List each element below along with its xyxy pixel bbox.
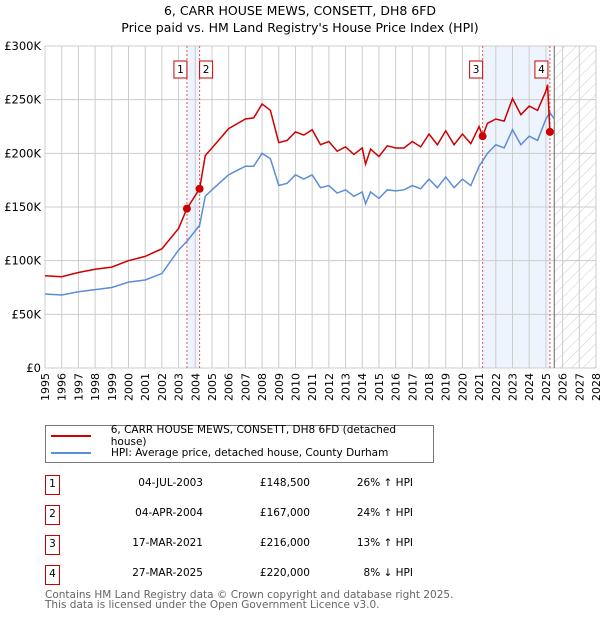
sale-point-2 <box>195 184 204 193</box>
y-tick-label: £200K <box>4 146 41 160</box>
y-tick-label: £100K <box>4 254 41 268</box>
y-tick-label: £300K <box>4 39 41 53</box>
sale-marker-label-4: 4 <box>538 64 545 76</box>
x-tick-label: 2003 <box>173 373 186 401</box>
x-tick-label: 2021 <box>473 373 486 401</box>
sale-row: 3 17-MAR-2021 £216,000 13% ↑ HPI <box>45 535 445 555</box>
x-tick-label: 2004 <box>189 373 202 401</box>
sale-point-3 <box>478 132 487 141</box>
footer: Contains HM Land Registry data © Crown c… <box>45 589 454 611</box>
x-tick-label: 1995 <box>39 373 52 401</box>
footer-line-1: Contains HM Land Registry data © Crown c… <box>45 589 454 601</box>
price-chart: 1 2 3 4 1995 1996 1997 1998 1999 2000 2001 2002 2003… <box>4 39 600 401</box>
chart-subtitle: Price paid vs. HM Land Registry's House … <box>121 20 479 35</box>
sale-marker-box-2 <box>199 60 214 79</box>
sale-date: 17-MAR-2021 <box>132 537 203 549</box>
sale-row: 4 27-MAR-2025 £220,000 8% ↓ HPI <box>45 565 445 585</box>
sale-marker-box-4 <box>534 60 549 79</box>
legend-label-price: 6, CARR HOUSE MEWS, CONSETT, DH8 6FD (de… <box>110 424 396 448</box>
x-tick-label: 2009 <box>273 373 286 401</box>
sale-marker-box-3 <box>469 60 484 79</box>
sale-date: 04-APR-2004 <box>135 507 203 519</box>
x-tick-label: 1999 <box>106 373 119 401</box>
sale-price: £220,000 <box>259 567 310 579</box>
x-tick-label: 2019 <box>440 373 453 401</box>
chart-title: 6, CARR HOUSE MEWS, CONSETT, DH8 6FD <box>163 3 437 18</box>
sale-row: 2 04-APR-2004 £167,000 24% ↑ HPI <box>45 505 445 525</box>
sale-number: 3 <box>45 535 60 555</box>
sale-number: 1 <box>45 475 60 495</box>
x-tick-label: 2000 <box>122 373 135 401</box>
sale-row: 1 04-JUL-2003 £148,500 26% ↑ HPI <box>45 475 445 495</box>
x-tick-label: 2007 <box>239 373 252 401</box>
x-tick-label: 2020 <box>456 373 469 401</box>
x-tick-label: 2013 <box>340 373 353 401</box>
legend-label-hpi: HPI: Average price, detached house, Coun… <box>111 447 389 459</box>
x-tick-label: 2026 <box>557 373 570 401</box>
hpi-line <box>44 111 555 296</box>
sale-date: 27-MAR-2025 <box>132 567 203 579</box>
legend-swatch-price <box>51 435 91 437</box>
y-tick-label: £250K <box>4 93 41 107</box>
x-tick-label: 2025 <box>540 373 553 401</box>
x-tick-label: 2016 <box>390 373 403 401</box>
sale-price: £167,000 <box>259 507 310 519</box>
x-tick-label: 2014 <box>356 373 369 401</box>
sale-number: 4 <box>45 565 60 585</box>
price-line <box>44 84 551 278</box>
sale-price: £216,000 <box>259 537 310 549</box>
sale-hpi-diff: 24% ↑ HPI <box>356 507 413 519</box>
x-tick-label: 2024 <box>523 373 536 401</box>
sale-hpi-diff: 13% ↑ HPI <box>356 537 413 549</box>
sale-point-4 <box>545 127 554 136</box>
y-tick-label: £50K <box>12 307 42 321</box>
legend: 6, CARR HOUSE MEWS, CONSETT, DH8 6FD (de… <box>45 424 434 463</box>
x-tick-label: 2002 <box>156 373 169 401</box>
x-tick-label: 2001 <box>139 373 152 401</box>
x-tick-label: 2012 <box>323 373 336 401</box>
x-tick-label: 2027 <box>573 373 586 401</box>
y-tick-label: £0 <box>26 361 41 375</box>
sale-hpi-diff: 26% ↑ HPI <box>356 477 413 489</box>
y-tick-label: £150K <box>4 200 41 214</box>
x-tick-label: 1997 <box>72 373 85 401</box>
sale-marker-label-3: 3 <box>473 64 480 76</box>
x-tick-label: 2028 <box>590 373 600 401</box>
x-tick-label: 1998 <box>89 373 102 401</box>
legend-swatch-hpi <box>51 452 91 454</box>
sale-hpi-diff: 8% ↓ HPI <box>363 567 413 579</box>
x-tick-label: 2022 <box>490 373 503 401</box>
x-tick-label: 2023 <box>507 373 520 401</box>
sale-marker-box-1 <box>173 60 188 79</box>
sale-date: 04-JUL-2003 <box>138 477 203 489</box>
x-tick-label: 2015 <box>373 373 386 401</box>
sale-number: 2 <box>45 505 60 525</box>
sale-marker-label-2: 2 <box>203 64 210 76</box>
x-tick-label: 1996 <box>56 373 69 401</box>
sale-price: £148,500 <box>259 477 310 489</box>
x-tick-label: 2017 <box>406 373 419 401</box>
sale-point-1 <box>182 204 191 213</box>
sale-marker-label-1: 1 <box>177 64 184 76</box>
x-tick-label: 2018 <box>423 373 436 401</box>
footer-line-2: This data is licensed under the Open Gov… <box>45 599 380 611</box>
x-tick-label: 2008 <box>256 373 269 401</box>
x-tick-label: 2010 <box>289 373 302 401</box>
x-tick-label: 2006 <box>223 373 236 401</box>
x-tick-label: 2011 <box>306 373 319 401</box>
x-tick-label: 2005 <box>206 373 219 401</box>
